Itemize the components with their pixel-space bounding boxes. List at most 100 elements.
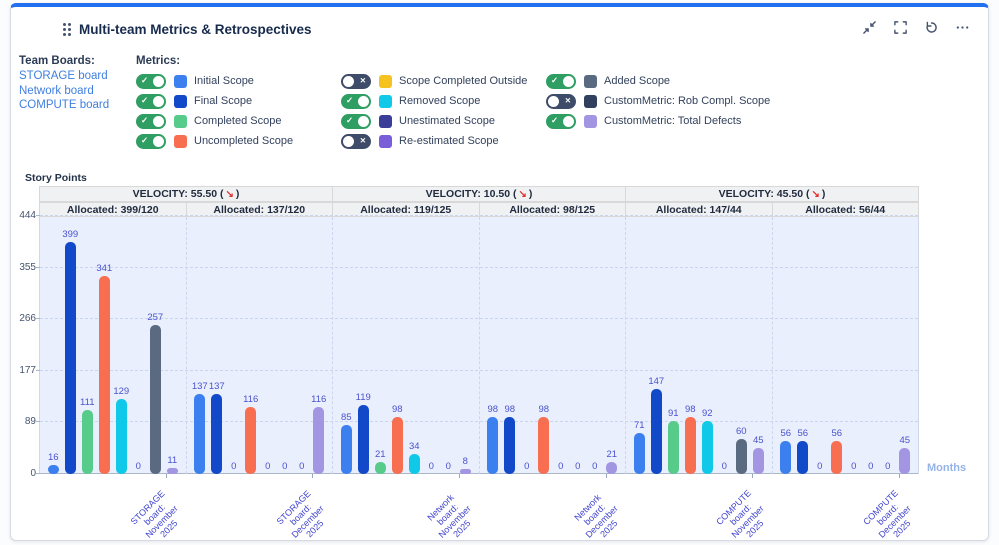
bar[interactable] xyxy=(313,406,325,474)
bar[interactable] xyxy=(149,324,161,474)
bar[interactable] xyxy=(831,441,843,474)
bar-value-label: 147 xyxy=(648,375,665,387)
metric-color-swatch xyxy=(584,74,597,88)
metric-toggle[interactable]: ✓ xyxy=(546,113,576,129)
check-icon: ✓ xyxy=(551,114,559,125)
bar[interactable] xyxy=(166,467,178,474)
team-board-link[interactable]: STORAGE board xyxy=(19,70,108,82)
check-icon: ✓ xyxy=(141,74,149,85)
bar[interactable] xyxy=(780,441,792,474)
bar[interactable] xyxy=(194,394,206,474)
bar[interactable] xyxy=(357,404,369,474)
velocity-paren: ) xyxy=(235,188,240,200)
velocity-label: VELOCITY: 45.50 ( xyxy=(718,188,810,200)
metric-color-swatch xyxy=(174,114,187,128)
metric-toggle[interactable]: ✓ xyxy=(341,93,371,109)
bar-column: 257 xyxy=(147,217,164,474)
velocity-paren: ) xyxy=(821,188,826,200)
bar[interactable] xyxy=(606,461,618,474)
toggle-knob xyxy=(153,135,164,147)
bar-group: 16 399 111 341 129 0 257 11 xyxy=(40,217,186,474)
metric-label: CustomMetric: Total Defects xyxy=(604,115,742,127)
bar-column: 0 xyxy=(719,217,730,474)
drag-handle-icon[interactable] xyxy=(63,22,71,36)
toggle-knob xyxy=(153,95,164,107)
bar-column: 98 xyxy=(684,217,696,474)
toggle-knob xyxy=(153,75,164,87)
metric-toggle[interactable]: ✓ xyxy=(136,113,166,129)
bar[interactable] xyxy=(115,399,127,474)
bar[interactable] xyxy=(98,275,110,474)
bar-column: 0 xyxy=(296,217,307,474)
velocity-header-cell: VELOCITY: 45.50 (↘) xyxy=(626,186,919,201)
bar[interactable] xyxy=(64,242,76,474)
x-axis-tick xyxy=(459,474,460,478)
toggle-knob xyxy=(548,95,559,107)
bar[interactable] xyxy=(735,439,747,474)
metrics-label: Metrics: xyxy=(136,55,181,67)
team-board-link[interactable]: COMPUTE board xyxy=(19,99,110,111)
bar-column: 0 xyxy=(279,217,290,474)
metric-toggle[interactable]: ✓ xyxy=(546,73,576,89)
bar[interactable] xyxy=(684,417,696,474)
bar[interactable] xyxy=(340,424,352,474)
bar[interactable] xyxy=(459,469,471,474)
bar-value-label: 34 xyxy=(408,441,420,453)
bar-column: 92 xyxy=(701,217,713,474)
bar-value-label: 257 xyxy=(147,311,164,323)
bar[interactable] xyxy=(752,447,764,474)
bar-value-label: 0 xyxy=(817,461,823,472)
bar[interactable] xyxy=(797,441,809,474)
collapse-icon[interactable] xyxy=(861,19,877,35)
team-board-link[interactable]: Network board xyxy=(19,84,94,97)
bar[interactable] xyxy=(245,406,257,474)
y-axis-tick-label: 355 xyxy=(19,261,36,273)
metric-color-swatch xyxy=(584,94,597,108)
toggle-knob xyxy=(343,75,354,87)
bar[interactable] xyxy=(374,461,386,474)
bar[interactable] xyxy=(538,417,550,474)
metric-toggle[interactable]: ✓ xyxy=(341,113,371,129)
team-boards-block: Team Boards: STORAGE board Network board C… xyxy=(11,55,129,151)
bar[interactable] xyxy=(81,409,93,474)
bar-column: 341 xyxy=(96,217,112,474)
metric-toggle[interactable]: ✓ xyxy=(136,73,166,89)
bar[interactable] xyxy=(391,417,403,474)
bar-column: 137 xyxy=(208,217,225,474)
bar[interactable] xyxy=(487,417,499,474)
allocated-header-cell: Allocated: 98/125 xyxy=(479,202,626,216)
bar[interactable] xyxy=(211,394,223,474)
metric-toggle[interactable]: ✓ xyxy=(136,133,166,149)
metric-label: Completed Scope xyxy=(194,115,282,127)
metric-toggle[interactable]: ✕ xyxy=(341,73,371,89)
bar-value-label: 137 xyxy=(208,381,225,393)
metric-toggle[interactable]: ✕ xyxy=(546,93,576,109)
y-axis-title: Story Points xyxy=(25,172,87,184)
x-axis-category-label: Network board: December 2025 xyxy=(562,482,634,540)
metrics-column: ✓ Added Scope ✕ CustomMetric: Rob Compl. Sc… xyxy=(546,71,770,151)
bar[interactable] xyxy=(701,420,713,474)
x-icon: ✕ xyxy=(359,135,366,145)
metric-toggle[interactable]: ✕ xyxy=(341,133,371,149)
bar-value-label: 92 xyxy=(701,407,713,419)
bar-column: 147 xyxy=(648,217,665,474)
bar-group: 71 147 91 98 92 0 60 45 xyxy=(625,217,772,474)
bar-column: 111 xyxy=(80,217,94,474)
chart-header-table: VELOCITY: 55.50 (↘) VELOCITY: 10.50 (↘) VE… xyxy=(39,186,919,216)
metric-item: ✓ CustomMetric: Total Defects xyxy=(546,111,751,131)
legend-row: Team Boards: STORAGE board Network board C… xyxy=(11,55,988,151)
fullscreen-icon[interactable] xyxy=(892,19,908,35)
metric-toggle[interactable]: ✓ xyxy=(136,93,166,109)
refresh-icon[interactable] xyxy=(923,19,939,35)
bar[interactable] xyxy=(650,388,662,474)
metrics-widget-card: Multi-team Metrics & Retrospectives Team… xyxy=(10,3,989,541)
bar[interactable] xyxy=(899,447,911,474)
x-icon: ✕ xyxy=(564,95,571,105)
bar[interactable] xyxy=(408,454,420,474)
bar[interactable] xyxy=(504,417,516,474)
toggle-knob xyxy=(358,95,369,107)
more-options-icon[interactable] xyxy=(954,19,970,35)
bar[interactable] xyxy=(47,464,59,474)
bar[interactable] xyxy=(667,421,679,474)
bar[interactable] xyxy=(633,432,645,474)
